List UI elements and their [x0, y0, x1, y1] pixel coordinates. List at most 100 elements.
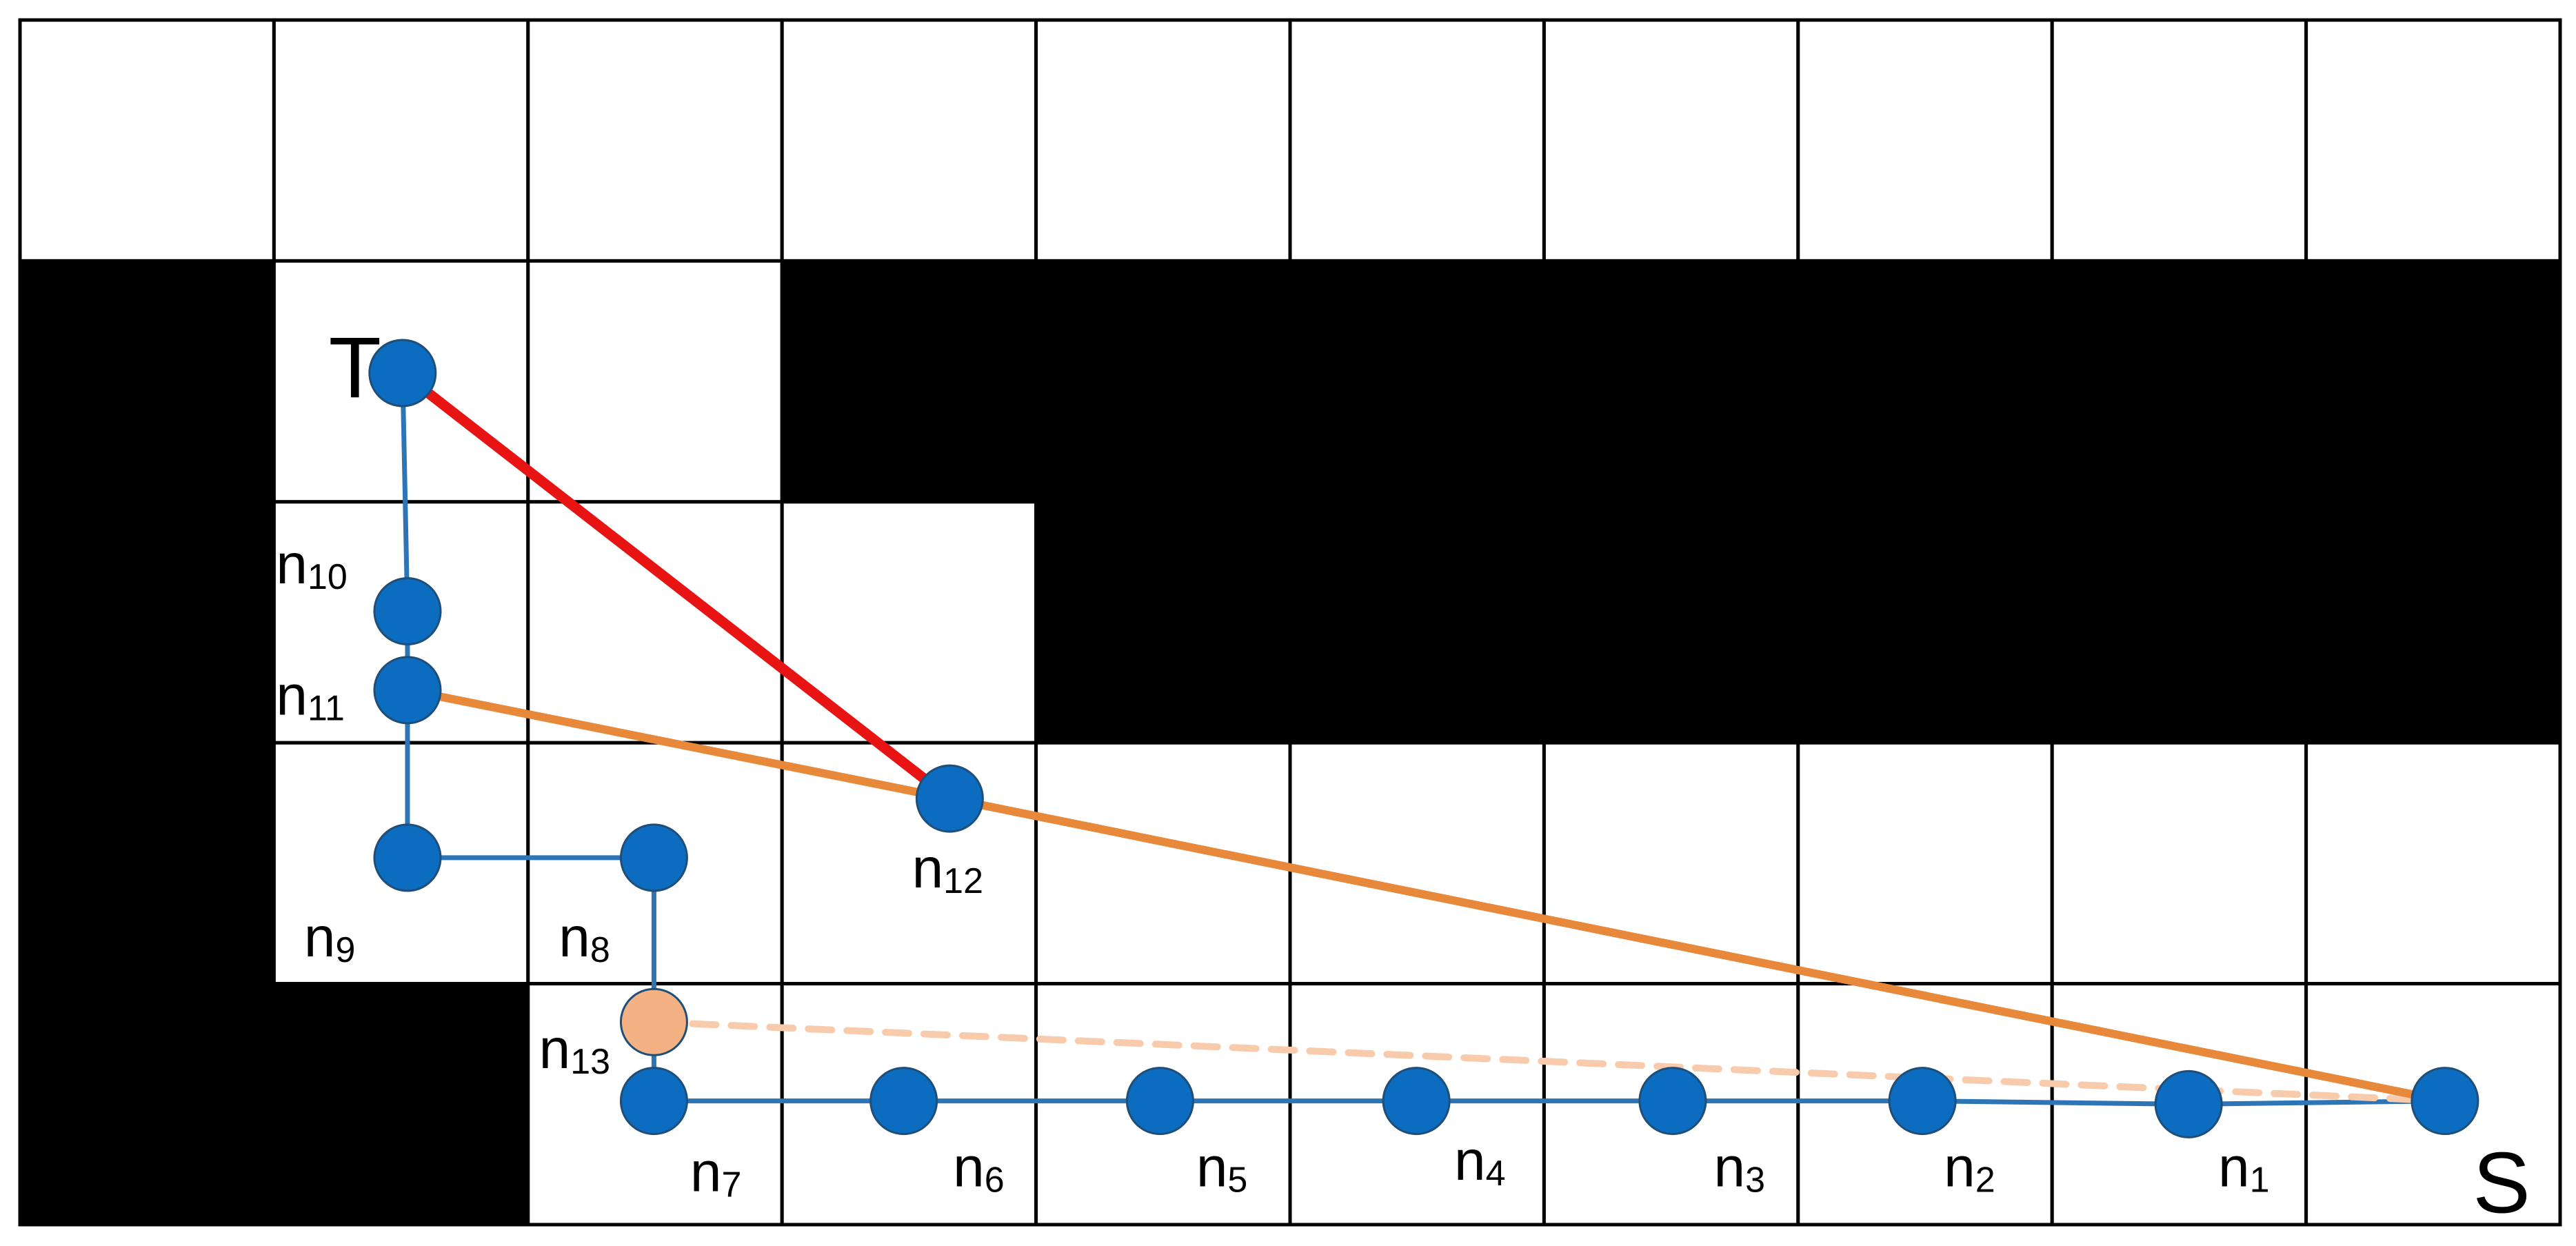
node-subscript: 13 — [570, 1042, 610, 1082]
node-subscript: 12 — [943, 861, 983, 901]
obstacle-cell — [1034, 500, 1292, 745]
node-label: n9 — [304, 906, 356, 970]
node-subscript: 7 — [721, 1165, 741, 1205]
node-subscript: 9 — [335, 930, 355, 970]
free-cell — [780, 741, 1038, 986]
free-cell — [2050, 741, 2308, 986]
free-cell — [2050, 18, 2308, 263]
node — [1888, 1067, 1957, 1136]
obstacle-cell — [272, 982, 530, 1227]
obstacle-cell — [18, 982, 276, 1227]
obstacle-cell — [1034, 259, 1292, 504]
obstacle-cell — [2050, 259, 2308, 504]
node-name: n — [559, 906, 590, 969]
node-name: n — [276, 665, 308, 727]
node-subscript: 6 — [985, 1160, 1005, 1200]
node-label: n6 — [953, 1136, 1005, 1200]
free-cell — [272, 18, 530, 263]
node-name: n — [953, 1136, 985, 1199]
path-edge — [400, 370, 410, 614]
node-label: n13 — [539, 1018, 610, 1082]
obstacle-cell — [780, 259, 1038, 504]
node — [619, 987, 688, 1056]
obstacle-cell — [2304, 259, 2562, 504]
shortcut-red — [397, 368, 955, 804]
node — [373, 823, 442, 892]
obstacle-cell — [1796, 259, 2054, 504]
node-label: n7 — [690, 1141, 742, 1205]
node-label: n12 — [912, 837, 983, 901]
shortcut-edge — [945, 794, 2449, 1105]
node-name: n — [1944, 1136, 1975, 1199]
node-label: n2 — [1944, 1136, 1995, 1200]
node-name: n — [539, 1018, 571, 1081]
node — [373, 576, 442, 645]
node — [2411, 1067, 2479, 1136]
free-cell — [1796, 741, 2054, 986]
node-label: n4 — [1454, 1129, 1506, 1194]
shortcut-dashed — [650, 1018, 2448, 1105]
node-name: n — [276, 533, 308, 596]
free-cell — [526, 259, 784, 504]
free-cell — [1542, 18, 1800, 263]
node-name: n — [1713, 1136, 1745, 1199]
node-name: n — [690, 1141, 722, 1204]
node-name: n — [304, 906, 336, 969]
node-label: S — [2473, 1136, 2530, 1232]
node — [915, 764, 984, 833]
node — [1125, 1067, 1194, 1136]
node-subscript: 4 — [1486, 1154, 1506, 1194]
node — [619, 1067, 688, 1136]
obstacle-cell — [1796, 500, 2054, 745]
free-cell — [1034, 18, 1292, 263]
node — [1382, 1067, 1451, 1136]
free-cell — [2304, 741, 2562, 986]
node-name: n — [912, 837, 944, 900]
free-cell — [18, 18, 276, 263]
node-subscript: 2 — [1975, 1160, 1995, 1200]
obstacle-cell — [2050, 500, 2308, 745]
free-cell — [780, 500, 1038, 745]
node — [869, 1067, 938, 1136]
obstacle-cell — [1542, 500, 1800, 745]
node-subscript: 3 — [1745, 1160, 1765, 1200]
obstacle-cell — [18, 500, 276, 745]
node-name: T — [329, 321, 381, 416]
node — [368, 339, 437, 408]
node — [1638, 1067, 1707, 1136]
free-cell — [526, 500, 784, 745]
obstacle-cell — [1542, 259, 1800, 504]
node-name: S — [2473, 1136, 2530, 1232]
obstacle-cell — [1288, 259, 1546, 504]
free-cell — [1288, 18, 1546, 263]
node-label: T — [329, 321, 381, 416]
free-cell — [526, 18, 784, 263]
obstacle-cell — [18, 741, 276, 986]
node — [619, 823, 688, 892]
path-edge — [1920, 1098, 2191, 1107]
obstacle-cell — [18, 259, 276, 504]
free-cell — [780, 18, 1038, 263]
free-cell — [2304, 18, 2562, 263]
node-subscript: 5 — [1227, 1160, 1247, 1200]
free-cell — [1034, 741, 1292, 986]
node-name: n — [2218, 1136, 2250, 1199]
node-subscript: 8 — [590, 930, 610, 970]
node-subscript: 1 — [2250, 1160, 2270, 1200]
node-label: n11 — [276, 665, 345, 729]
node-subscript: 11 — [308, 689, 345, 729]
free-cell — [1288, 741, 1546, 986]
node-label: n5 — [1196, 1136, 1248, 1200]
free-cell — [1796, 18, 2054, 263]
obstacle-cell — [1288, 500, 1546, 745]
node — [373, 656, 442, 725]
node-name: n — [1454, 1129, 1486, 1192]
node-label: n8 — [559, 906, 610, 970]
node-label: n3 — [1713, 1136, 1765, 1200]
grid — [18, 18, 2562, 1227]
obstacle-cell — [2304, 500, 2562, 745]
node — [2154, 1069, 2223, 1138]
